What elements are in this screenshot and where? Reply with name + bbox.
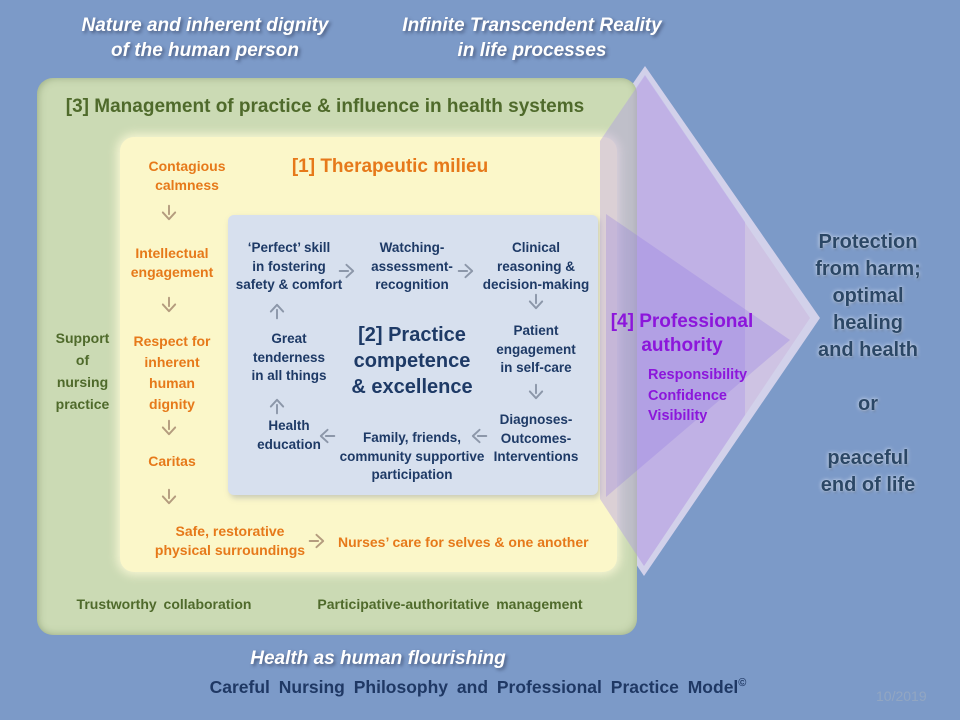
- outcome-separator: or: [858, 393, 878, 415]
- diagnoses-outcomes-cell: Diagnoses- Outcomes- Interventions: [493, 412, 579, 464]
- practice-competence-title: [2] Practice competence & excellence: [351, 324, 473, 398]
- copyright-symbol: ©: [738, 677, 747, 690]
- contagious-calmness-label: Contagious calmness: [148, 158, 226, 193]
- arrow-up-icon: [269, 398, 285, 415]
- heading-transcendent-reality: Infinite Transcendent Reality in life pr…: [402, 15, 662, 61]
- flourishing-heading: Health as human flourishing: [250, 648, 506, 669]
- arrow-right-icon: [457, 263, 474, 279]
- outcome-text-bottom: peaceful end of life: [820, 447, 916, 496]
- health-education-cell: Health education: [257, 418, 321, 452]
- arrow-down-icon: [528, 383, 544, 400]
- clinical-reasoning-cell: Clinical reasoning & decision-making: [482, 240, 590, 292]
- arrow-left-icon: [319, 428, 336, 444]
- arrow-down-icon: [161, 419, 177, 436]
- therapeutic-milieu-title: [1] Therapeutic milieu: [291, 156, 489, 177]
- intellectual-engagement-label: Intellectual engagement: [130, 245, 214, 280]
- caritas-label: Caritas: [148, 453, 196, 469]
- outcome-text-top: Protection from harm; optimal healing an…: [815, 231, 921, 361]
- respect-dignity-label: Respect for inherent human dignity: [133, 333, 211, 412]
- professional-authority-title: [4] Professional authority: [610, 311, 754, 356]
- arrow-down-icon: [161, 296, 177, 313]
- participative-management-label: Participative-authoritative management: [317, 596, 583, 612]
- perfect-skill-cell: ‘Perfect’ skill in fostering safety & co…: [235, 240, 343, 292]
- arrow-right-icon: [308, 533, 325, 549]
- heading-nature-dignity: Nature and inherent dignity of the human…: [81, 15, 329, 61]
- patient-engagement-cell: Patient engagement in self-care: [496, 323, 576, 375]
- support-of-nursing-practice-label: Support of nursing practice: [55, 330, 110, 412]
- arrow-down-icon: [161, 488, 177, 505]
- authority-items-list: Responsibility Confidence Visibility: [648, 367, 748, 424]
- arrow-right-icon: [338, 263, 355, 279]
- nurses-care-label: Nurses’ care for selves & one another: [338, 534, 589, 550]
- arrow-down-icon: [161, 204, 177, 221]
- management-ring-title: [3] Management of practice & influence i…: [65, 96, 585, 117]
- arrow-down-icon: [528, 293, 544, 310]
- date-label: 10/2019: [876, 688, 927, 704]
- arrow-up-icon: [269, 303, 285, 320]
- great-tenderness-cell: Great tenderness in all things: [251, 331, 327, 383]
- watching-assessment-cell: Watching- assessment- recognition: [371, 240, 453, 292]
- trustworthy-collaboration-label: Trustworthy collaboration: [76, 596, 252, 612]
- model-title: Careful Nursing Philosophy and Professio…: [209, 677, 747, 697]
- safe-surroundings-label: Safe, restorative physical surroundings: [154, 523, 306, 558]
- family-participation-cell: Family, friends, community supportive pa…: [339, 430, 485, 482]
